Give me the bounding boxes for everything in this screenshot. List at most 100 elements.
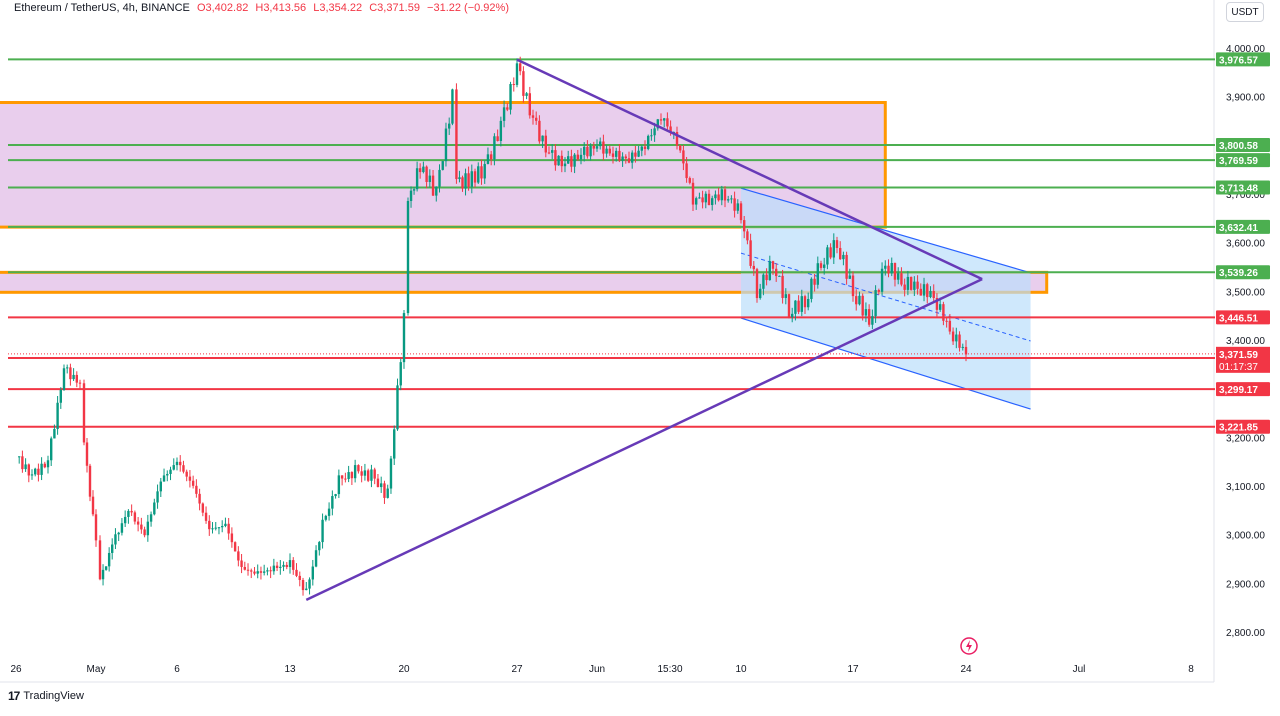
candle-body <box>324 515 328 520</box>
channel-top-line[interactable] <box>740 187 1031 274</box>
candle-body <box>573 154 576 167</box>
x-tick-label: Jun <box>589 664 605 675</box>
candle-body <box>169 469 172 474</box>
change-value: −31.22 (−0.92%) <box>427 2 509 14</box>
candle-body <box>615 150 618 157</box>
candle-body <box>46 460 50 468</box>
candle-body <box>592 145 595 149</box>
lightning-icon <box>966 640 972 652</box>
candle-body <box>621 156 624 161</box>
candle-body <box>425 166 428 182</box>
candle-body <box>373 469 376 479</box>
candle-body <box>743 220 746 232</box>
candle-body <box>945 320 948 322</box>
candle-body <box>237 551 240 561</box>
candle-body <box>781 275 784 298</box>
candle-body <box>669 126 672 133</box>
currency-button[interactable]: USDT <box>1226 2 1264 22</box>
candle-body <box>634 152 637 157</box>
candle-body <box>938 304 942 310</box>
candle-body <box>663 118 666 121</box>
candle-body <box>56 402 59 430</box>
candle-body <box>637 150 640 157</box>
x-tick-label: May <box>87 664 106 675</box>
candle-body <box>262 571 266 573</box>
symbol-title: Ethereum / TetherUS, 4h, BINANCE <box>14 2 190 14</box>
candle-body <box>579 154 583 160</box>
candle-body <box>880 268 884 292</box>
trendline-ascending[interactable] <box>305 278 983 602</box>
candle-body <box>230 533 234 543</box>
candle-body <box>964 346 968 355</box>
trendline-descending[interactable] <box>516 58 983 281</box>
x-tick-label: 17 <box>847 664 859 675</box>
symbol-legend: Ethereum / TetherUS, 4h, BINANCE O3,402.… <box>14 2 513 14</box>
candle-body <box>27 464 30 476</box>
candle-body <box>851 275 855 297</box>
candle-body <box>618 150 621 161</box>
level-label: 3,299.17 <box>1219 385 1258 396</box>
candle-body <box>318 542 321 551</box>
candle-body <box>653 128 656 136</box>
candle-body <box>749 240 752 266</box>
candle-body <box>272 565 276 572</box>
candle-body <box>765 274 768 281</box>
candle-body <box>393 429 396 459</box>
candle-body <box>688 178 691 183</box>
candle-body <box>679 145 682 151</box>
candle-body <box>288 560 292 568</box>
candle-body <box>428 175 432 182</box>
channel-bottom-line[interactable] <box>740 317 1031 410</box>
candle-body <box>771 261 775 269</box>
y-tick-label: 3,000.00 <box>1226 531 1265 542</box>
candle-body <box>292 560 295 570</box>
x-tick-label: 15:30 <box>657 664 682 675</box>
candle-body <box>711 198 714 206</box>
candle-body <box>104 566 108 570</box>
candle-body <box>730 198 733 200</box>
candle-body <box>768 261 771 281</box>
candle-body <box>608 148 611 154</box>
candle-body <box>111 544 114 553</box>
candle-body <box>204 512 208 521</box>
y-tick-label: 3,900.00 <box>1226 93 1265 104</box>
x-tick-label: 6 <box>174 664 180 675</box>
candle-body <box>502 107 506 121</box>
candle-body <box>117 532 120 535</box>
candle-body <box>861 295 864 316</box>
candle-body <box>800 296 803 312</box>
candle-body <box>40 463 43 475</box>
candle-body <box>50 438 53 461</box>
candle-body <box>900 273 903 285</box>
candle-body <box>554 150 557 166</box>
candle-body <box>383 483 386 498</box>
level-tag <box>1216 180 1270 195</box>
candle-body <box>624 156 627 159</box>
candle-body <box>819 263 823 268</box>
candle-body <box>221 526 224 528</box>
candle-body <box>839 247 842 260</box>
candle-body <box>376 478 380 488</box>
candle-body <box>399 362 402 386</box>
candle-body <box>66 367 69 369</box>
candle-body <box>85 442 89 466</box>
level-label: 3,713.48 <box>1219 183 1258 194</box>
tradingview-logo[interactable]: 17 TradingView <box>8 689 84 703</box>
candle-body <box>704 193 707 203</box>
candle-body <box>496 136 499 141</box>
candle-body <box>695 198 698 205</box>
candle-body <box>156 491 159 503</box>
candle-body <box>464 173 467 189</box>
x-tick-label: 27 <box>511 664 523 675</box>
channel-fill[interactable] <box>741 188 1031 410</box>
x-tick-label: 13 <box>284 664 296 675</box>
channel-mid-line[interactable] <box>740 252 1031 342</box>
candle-body <box>762 274 765 289</box>
candle-body <box>576 154 579 160</box>
candle-body <box>269 570 272 572</box>
candle-body <box>149 514 153 522</box>
countdown-label: 01:17:37 <box>1219 362 1258 373</box>
candle-body <box>650 135 653 137</box>
